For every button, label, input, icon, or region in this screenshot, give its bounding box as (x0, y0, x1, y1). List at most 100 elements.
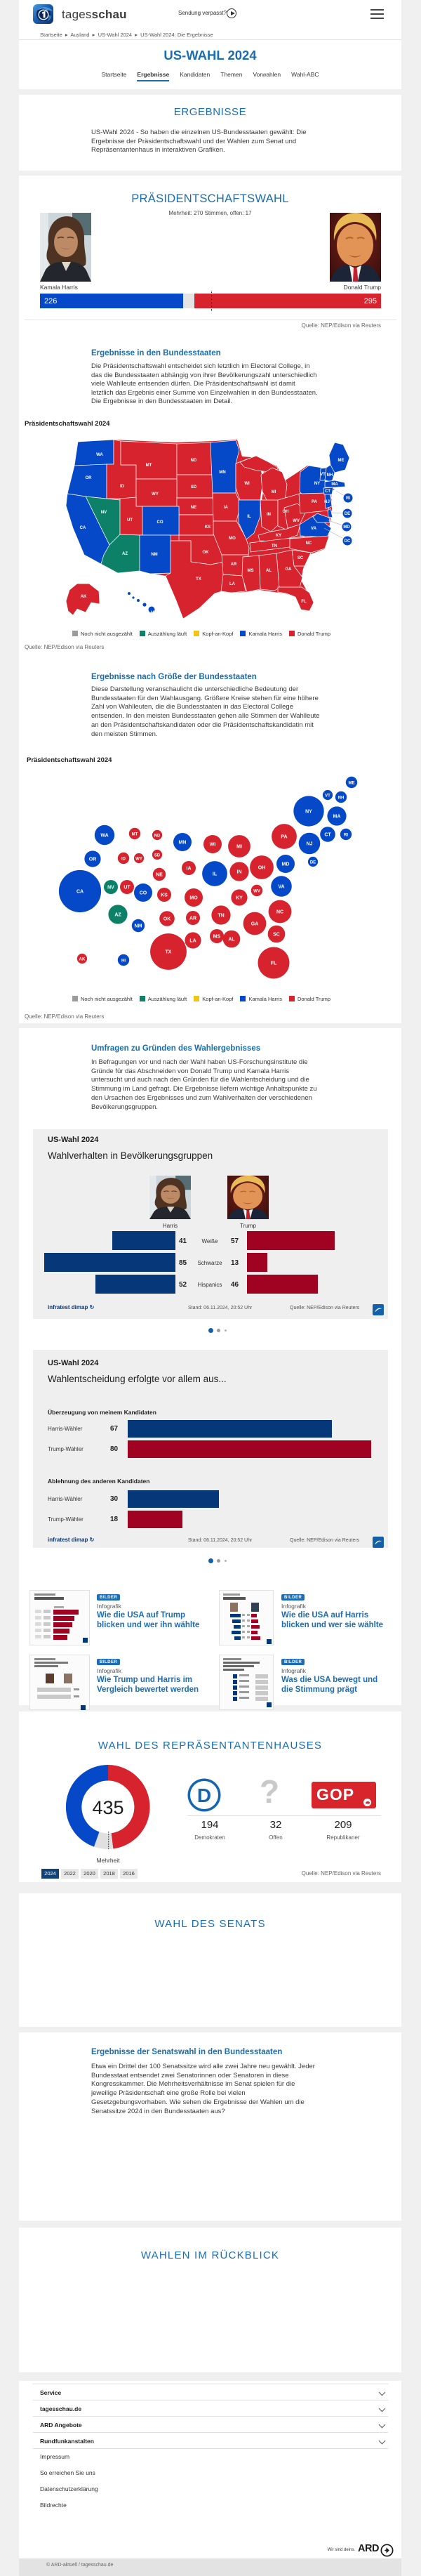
svg-text:FL: FL (301, 600, 307, 604)
svg-text:OH: OH (283, 510, 289, 514)
svg-text:IL: IL (247, 515, 251, 519)
svg-text:FL: FL (271, 961, 277, 966)
svg-text:CO: CO (140, 891, 147, 895)
svg-text:AL: AL (228, 937, 235, 942)
svg-text:WA: WA (96, 453, 103, 457)
svg-text:IA: IA (224, 506, 229, 510)
svg-text:AL: AL (266, 569, 272, 573)
svg-text:LA: LA (229, 582, 236, 586)
svg-text:NM: NM (135, 924, 142, 928)
svg-text:MS: MS (213, 934, 221, 939)
svg-text:NY: NY (305, 809, 312, 814)
svg-text:WY: WY (152, 492, 159, 497)
svg-text:WI: WI (210, 842, 216, 847)
svg-text:WY: WY (135, 857, 142, 861)
svg-text:GA: GA (251, 921, 259, 926)
svg-text:OK: OK (203, 551, 210, 555)
svg-text:ND: ND (191, 459, 197, 463)
svg-text:MT: MT (146, 464, 152, 468)
svg-text:VA: VA (278, 884, 284, 889)
svg-text:MO: MO (189, 895, 198, 900)
svg-text:KY: KY (276, 534, 281, 538)
svg-text:NJ: NJ (307, 841, 313, 846)
svg-text:NE: NE (156, 872, 163, 877)
svg-text:ID: ID (120, 485, 125, 489)
svg-text:IN: IN (267, 513, 271, 517)
svg-text:MI: MI (272, 490, 276, 494)
svg-text:CA: CA (80, 526, 86, 530)
svg-text:OH: OH (258, 865, 266, 870)
svg-text:SD: SD (191, 485, 197, 489)
svg-text:ME: ME (349, 781, 355, 785)
svg-text:CA: CA (76, 889, 83, 894)
svg-text:UT: UT (123, 885, 131, 890)
svg-text:D: D (197, 1785, 211, 1806)
svg-text:NE: NE (191, 506, 196, 510)
svg-text:SD: SD (154, 853, 161, 857)
svg-text:NV: NV (101, 511, 107, 515)
svg-text:DC: DC (345, 539, 351, 544)
svg-text:TN: TN (272, 544, 277, 548)
svg-text:TN: TN (218, 913, 224, 918)
svg-text:WV: WV (293, 519, 300, 523)
svg-text:OR: OR (86, 476, 93, 480)
svg-text:LA: LA (189, 938, 196, 943)
svg-text:MI: MI (236, 844, 242, 849)
svg-text:CO: CO (157, 520, 163, 525)
svg-text:WI: WI (244, 482, 250, 486)
svg-text:MN: MN (219, 471, 225, 475)
svg-text:MA: MA (331, 482, 338, 487)
svg-text:NH: NH (338, 796, 345, 800)
svg-text:DE: DE (345, 512, 350, 516)
svg-text:WA: WA (100, 833, 108, 838)
svg-text:PA: PA (312, 500, 318, 504)
svg-text:NY: NY (314, 482, 320, 486)
svg-text:CT: CT (325, 489, 330, 494)
svg-text:IN: IN (237, 869, 242, 874)
svg-text:KS: KS (161, 893, 168, 898)
svg-text:ME: ME (338, 459, 345, 463)
svg-text:MA: MA (333, 814, 341, 819)
svg-text:AR: AR (231, 563, 237, 567)
svg-text:MN: MN (179, 840, 187, 845)
svg-text:SC: SC (273, 932, 280, 937)
svg-text:MD: MD (343, 525, 350, 530)
svg-text:KS: KS (205, 525, 210, 530)
svg-text:AZ: AZ (114, 912, 121, 917)
svg-text:SC: SC (298, 556, 304, 560)
svg-text:TX: TX (166, 949, 172, 954)
svg-text:OK: OK (163, 916, 171, 921)
svg-text:ND: ND (154, 834, 161, 838)
svg-text:AR: AR (189, 916, 196, 921)
svg-text:RI: RI (346, 497, 350, 501)
svg-text:VA: VA (311, 527, 317, 531)
svg-text:NC: NC (276, 909, 283, 914)
svg-text:NJ: NJ (324, 500, 330, 504)
svg-text:RI: RI (344, 833, 348, 837)
svg-text:GA: GA (286, 567, 293, 572)
svg-text:MD: MD (282, 862, 290, 867)
svg-text:PA: PA (281, 834, 287, 839)
svg-text:NV: NV (107, 885, 114, 890)
svg-text:NC: NC (306, 541, 312, 546)
svg-text:IL: IL (213, 872, 218, 876)
svg-text:WV: WV (253, 889, 260, 893)
svg-text:VT: VT (320, 473, 326, 477)
svg-text:DE: DE (310, 860, 316, 865)
svg-text:AK: AK (81, 595, 87, 599)
svg-text:NH: NH (327, 473, 333, 478)
svg-text:TX: TX (196, 577, 201, 581)
svg-text:MS: MS (248, 569, 254, 573)
svg-text:IA: IA (187, 866, 192, 871)
svg-text:MO: MO (229, 537, 236, 541)
svg-text:KY: KY (236, 895, 243, 900)
svg-text:AZ: AZ (122, 552, 128, 556)
svg-text:MT: MT (132, 832, 138, 836)
svg-text:HI: HI (151, 610, 156, 615)
svg-text:HI: HI (121, 959, 126, 963)
svg-text:AK: AK (79, 957, 86, 961)
svg-text:ID: ID (121, 857, 126, 861)
svg-text:VT: VT (325, 794, 330, 798)
svg-text:NM: NM (151, 553, 157, 557)
svg-text:OR: OR (89, 857, 97, 862)
